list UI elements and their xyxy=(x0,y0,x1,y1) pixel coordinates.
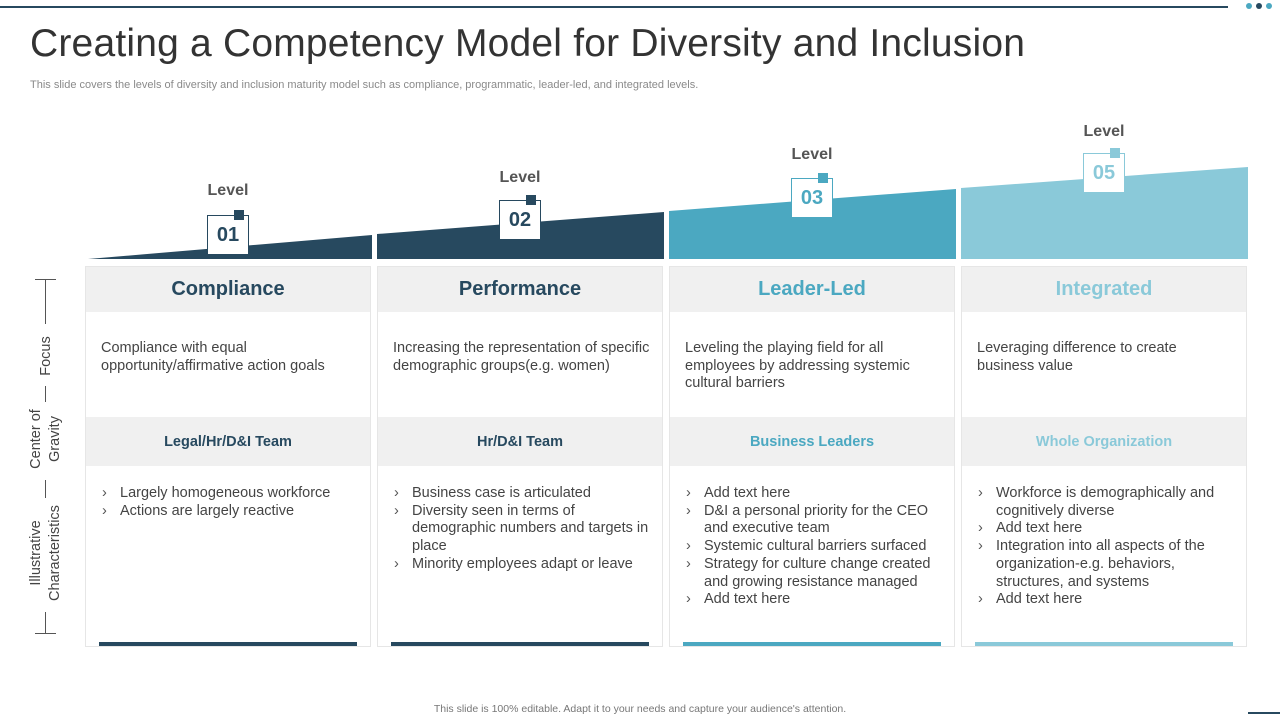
column-center-of-gravity: Business Leaders xyxy=(670,417,954,466)
column-heading: Integrated xyxy=(962,267,1246,312)
badge-nub xyxy=(1110,148,1120,158)
side-line xyxy=(45,612,46,634)
level-label-3: Level xyxy=(791,146,833,163)
characteristics-list: › Largely homogeneous workforce › Actions … xyxy=(86,466,370,520)
list-item: › Strategy for culture change created and… xyxy=(686,555,931,590)
bottom-rule xyxy=(1248,712,1280,714)
column-accent-bar xyxy=(391,642,649,646)
chevron-right-icon: › xyxy=(686,502,691,519)
list-item: › Workforce is demographically and cognit… xyxy=(978,485,1215,519)
list-item: › Add text here xyxy=(978,520,1083,537)
list-item: › Largely homogeneous workforce xyxy=(102,485,331,501)
level-badge-2: 02 xyxy=(499,195,541,240)
level-badge-3: 03 xyxy=(791,173,833,218)
ramp-segment-4 xyxy=(961,167,1248,259)
level-column-integrated: Integrated Leveraging difference to crea… xyxy=(961,266,1247,647)
dot-icon xyxy=(1246,3,1252,9)
slide-title: Creating a Competency Model for Diversit… xyxy=(30,22,1026,65)
ramp-segment-3 xyxy=(669,189,956,259)
side-line xyxy=(45,480,46,498)
list-item: › Systemic cultural barriers surfaced xyxy=(686,538,927,555)
column-focus-text: Compliance with equal opportunity/affirm… xyxy=(101,340,325,374)
chevron-right-icon: › xyxy=(978,591,983,608)
chevron-right-icon: › xyxy=(394,555,399,572)
chevron-right-icon: › xyxy=(978,538,983,555)
dot-icon xyxy=(1256,3,1262,9)
level-number-2: 02 xyxy=(508,208,532,231)
badge-nub xyxy=(234,210,244,220)
level-column-compliance: Compliance Compliance with equal opportu… xyxy=(85,266,371,647)
column-heading: Performance xyxy=(378,267,662,312)
column-center-of-gravity: Hr/D&I Team xyxy=(378,417,662,466)
level-badge-4: 05 xyxy=(1083,148,1125,193)
level-label-1: Level xyxy=(207,182,249,199)
chevron-right-icon: › xyxy=(394,502,399,519)
list-item: › Actions are largely reactive xyxy=(102,502,295,519)
list-item: › D&I a personal priority for the CEO and… xyxy=(686,502,929,537)
column-accent-bar xyxy=(975,642,1233,646)
column-heading: Compliance xyxy=(86,267,370,312)
slide-footer: This slide is 100% editable. Adapt it to… xyxy=(433,703,847,715)
side-line xyxy=(35,633,56,634)
side-label-illustrative-line2: Characteristics xyxy=(47,505,63,601)
column-heading: Leader-Led xyxy=(670,267,954,312)
list-item: › Add text here xyxy=(686,591,791,608)
chevron-right-icon: › xyxy=(394,485,399,501)
maturity-ramp xyxy=(88,167,1248,259)
characteristics-list: › Business case is articulated › Diversity… xyxy=(378,466,662,574)
level-label-2: Level xyxy=(499,169,541,186)
characteristics-list: › Workforce is demographically and cognit… xyxy=(962,466,1246,609)
list-item: › Add text here xyxy=(686,485,791,501)
level-column-leader-led: Leader-Led Leveling the playing field fo… xyxy=(669,266,955,647)
chevron-right-icon: › xyxy=(978,520,983,537)
chevron-right-icon: › xyxy=(686,555,691,572)
badge-nub xyxy=(818,173,828,183)
list-item: › Diversity seen in terms of demographic … xyxy=(394,502,649,555)
chevron-right-icon: › xyxy=(102,485,107,501)
top-dots xyxy=(1246,3,1272,9)
chevron-right-icon: › xyxy=(102,502,107,519)
list-item: › Minority employees adapt or leave xyxy=(394,555,633,572)
level-label-4: Level xyxy=(1083,123,1125,140)
dot-icon xyxy=(1266,3,1272,9)
characteristics-list: › Add text here › D&I a personal priority … xyxy=(670,466,954,609)
column-accent-bar xyxy=(99,642,357,646)
badge-nub xyxy=(526,195,536,205)
column-focus-text: Leveraging difference to create business… xyxy=(977,340,1177,374)
list-item: › Integration into all aspects of the org… xyxy=(978,538,1205,590)
level-number-1: 01 xyxy=(216,223,240,246)
side-line xyxy=(45,279,46,324)
level-number-3: 03 xyxy=(800,186,824,209)
chevron-right-icon: › xyxy=(686,591,691,608)
level-badge-1: 01 xyxy=(207,210,249,255)
column-focus-text: Increasing the representation of specifi… xyxy=(393,340,650,374)
chevron-right-icon: › xyxy=(686,538,691,555)
column-accent-bar xyxy=(683,642,941,646)
side-label-illustrative-line1: Illustrative xyxy=(28,520,44,586)
side-line xyxy=(45,386,46,402)
column-center-of-gravity: Legal/Hr/D&I Team xyxy=(86,417,370,466)
top-rule xyxy=(0,6,1228,8)
list-item: › Business case is articulated xyxy=(394,485,591,501)
chevron-right-icon: › xyxy=(686,485,691,501)
column-center-of-gravity: Whole Organization xyxy=(962,417,1246,466)
slide-subtitle: This slide covers the levels of diversit… xyxy=(30,79,699,91)
list-item: › Add text here xyxy=(978,591,1083,608)
level-column-performance: Performance Increasing the representatio… xyxy=(377,266,663,647)
level-number-4: 05 xyxy=(1092,161,1116,184)
chevron-right-icon: › xyxy=(978,485,983,501)
side-line xyxy=(35,279,56,280)
column-focus-text: Leveling the playing field for all emplo… xyxy=(685,340,910,391)
